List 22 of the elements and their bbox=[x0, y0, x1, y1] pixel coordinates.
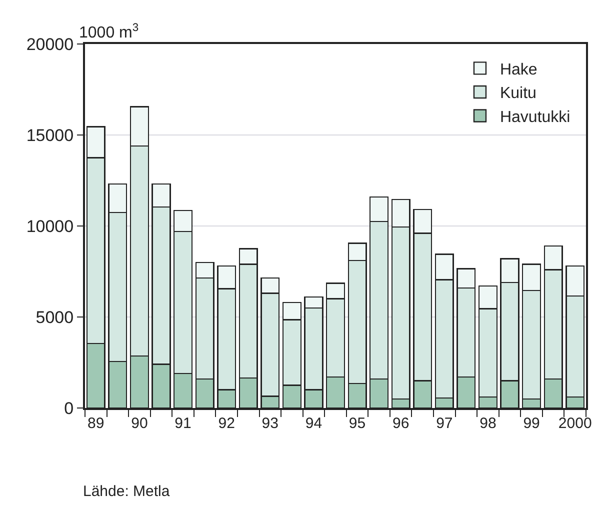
legend-label: Havutukki bbox=[500, 109, 570, 126]
y-tick-label: 5000 bbox=[36, 308, 74, 327]
legend-label: Kuitu bbox=[500, 85, 536, 102]
x-tick-label: 96 bbox=[392, 415, 410, 432]
x-tick-label: 90 bbox=[131, 415, 148, 432]
x-tick-label: 93 bbox=[262, 415, 278, 432]
x-tick-label: 89 bbox=[88, 415, 104, 432]
x-tick-label: 95 bbox=[348, 415, 366, 432]
y-tick-label: 10000 bbox=[26, 216, 74, 236]
y-tick-label: 20000 bbox=[26, 34, 74, 54]
y-axis-title: 1000 m$^{3}$ bbox=[79, 22, 139, 42]
y-tick-label: 0 bbox=[64, 398, 74, 418]
text: Lähde: Metla bbox=[83, 483, 170, 500]
x-tick-label: 92 bbox=[218, 415, 235, 432]
x-tick-label: 99 bbox=[523, 415, 540, 432]
y-tick-label: 15000 bbox=[26, 126, 74, 145]
x-tick-label: 97 bbox=[436, 415, 453, 432]
x-tick-label: 91 bbox=[174, 415, 192, 432]
legend-label: Hake bbox=[500, 61, 538, 78]
x-tick-label: 2000 bbox=[558, 415, 592, 432]
x-tick-label: 94 bbox=[305, 415, 322, 432]
x-tick-label: 98 bbox=[480, 415, 496, 432]
